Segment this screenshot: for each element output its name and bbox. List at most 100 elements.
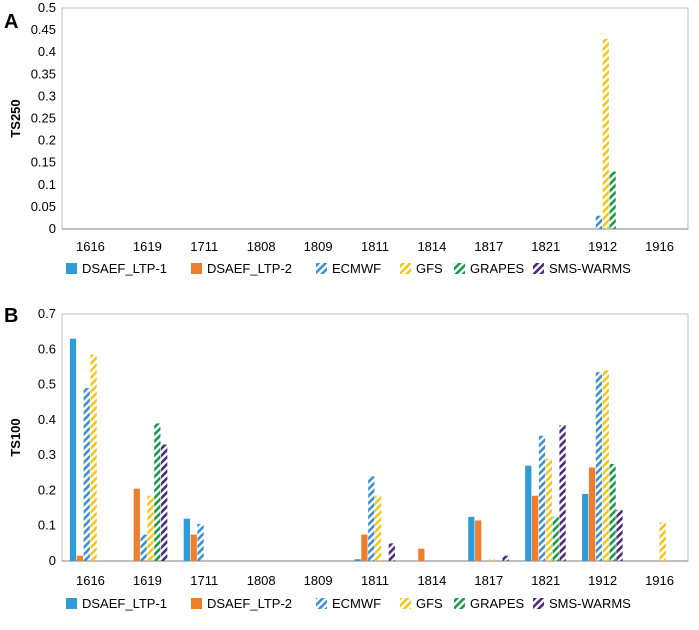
bar-ecmwf [368,476,375,561]
bar-dsaef-ltp-2 [588,467,596,561]
y-tick-label: 0 [49,221,56,236]
x-tick-label: 1814 [417,573,446,588]
legend-label: DSAEF_LTP-2 [207,596,292,611]
y-tick-label: 0.7 [38,306,56,321]
legend-swatch [533,598,544,609]
bar-dsaef-ltp-2 [532,495,539,561]
bar-dsaef-ltp-1 [468,516,475,561]
bar-ecmwf [538,435,546,561]
y-tick-label: 0.3 [38,447,56,462]
y-axis-label: TS100 [8,418,23,456]
bar-dsaef-ltp-1 [525,465,532,561]
legend-label: GRAPES [470,596,525,611]
bar-sms-warms [559,425,566,561]
legend-swatch [316,263,327,274]
legend-swatch [400,263,411,274]
bar-grapes [609,171,616,229]
bar-grapes [154,423,161,561]
bar-ecmwf [595,215,603,229]
x-tick-label: 1616 [76,573,105,588]
x-tick-label: 1916 [645,239,674,254]
x-tick-label: 1711 [190,239,218,254]
panel-label: B [4,305,18,327]
bar-gfs [545,458,552,561]
x-tick-label: 1821 [531,239,560,254]
bar-ecmwf [83,388,90,561]
x-tick-label: 1821 [531,573,560,588]
bar-grapes [609,463,616,561]
x-tick-label: 1711 [190,573,218,588]
bar-sms-warms [502,555,509,561]
y-tick-label: 0 [49,553,56,568]
bar-sms-warms [388,543,395,561]
panel-A: 0 0.05 0.1 0.15 0.2 0.25 0.3 0.35 0.4 0.45 0.5 1616… [4,0,689,276]
y-tick-label: 0.1 [38,518,56,533]
y-tick-label: 0.2 [38,133,56,148]
x-tick-label: 1912 [588,239,617,254]
x-tick-label: 1817 [474,573,503,588]
panel-label: A [4,11,18,33]
bar-dsaef-ltp-2 [418,548,425,561]
bar-ecmwf [595,372,603,561]
legend-label: DSAEF_LTP-1 [82,261,167,276]
legend-swatch [454,263,465,274]
x-tick-label: 1817 [474,239,503,254]
bar-dsaef-ltp-2 [133,488,140,561]
y-tick-label: 0.05 [31,199,56,214]
y-axis-label: TS250 [8,99,23,137]
x-tick-label: 1811 [361,573,389,588]
bar-dsaef-ltp-1 [354,559,361,561]
plot-frame [61,7,689,230]
legend-swatch [533,263,544,274]
bar-dsaef-ltp-2 [475,520,482,561]
bar-gfs [375,495,382,561]
x-tick-label: 1912 [588,573,617,588]
bar-sms-warms [161,444,168,561]
bar-sms-warms [616,509,623,561]
y-tick-label: 0.6 [38,341,56,356]
x-tick-label: 1808 [247,239,276,254]
x-tick-label: 1814 [417,239,446,254]
bar-gfs [90,354,97,561]
bar-ecmwf [140,534,147,561]
legend-swatch [316,598,327,609]
y-tick-label: 0.5 [38,0,56,15]
legend-label: ECMWF [332,261,381,276]
legend-label: ECMWF [332,596,381,611]
y-tick-label: 0.1 [38,177,56,192]
legend-swatch [191,263,202,274]
x-tick-label: 1809 [304,573,333,588]
bar-gfs [602,38,609,229]
legend-swatch [454,598,465,609]
y-tick-label: 0.15 [31,155,56,170]
y-tick-label: 0.45 [31,22,56,37]
legend-swatch [400,598,411,609]
legend-label: DSAEF_LTP-1 [82,596,167,611]
panel-B: 0 0.1 0.2 0.3 0.4 0.5 0.6 0.7 1616 1619 1711 1808 18… [4,305,689,611]
bar-gfs [659,522,666,561]
y-tick-label: 0.5 [38,377,56,392]
y-tick-label: 0.35 [31,66,56,81]
y-tick-label: 0.4 [38,412,56,427]
y-tick-label: 0.25 [31,111,56,126]
bar-gfs [602,370,609,561]
legend-swatch [66,263,77,274]
x-tick-label: 1811 [361,239,389,254]
legend-label: GRAPES [470,261,525,276]
bar-gfs [488,559,496,561]
legend-label: GFS [416,596,443,611]
y-tick-label: 0.4 [38,44,56,59]
legend-label: SMS-WARMS [549,596,631,611]
x-tick-label: 1619 [133,573,162,588]
bar-gfs [147,495,154,561]
bar-grapes [552,516,559,561]
x-tick-label: 1916 [645,573,674,588]
x-tick-label: 1809 [304,239,333,254]
bar-ecmwf [197,523,204,561]
bar-dsaef-ltp-1 [183,518,190,561]
y-tick-label: 0.2 [38,482,56,497]
x-tick-label: 1619 [133,239,162,254]
bar-dsaef-ltp-2 [190,534,197,561]
y-tick-label: 0.3 [38,88,56,103]
